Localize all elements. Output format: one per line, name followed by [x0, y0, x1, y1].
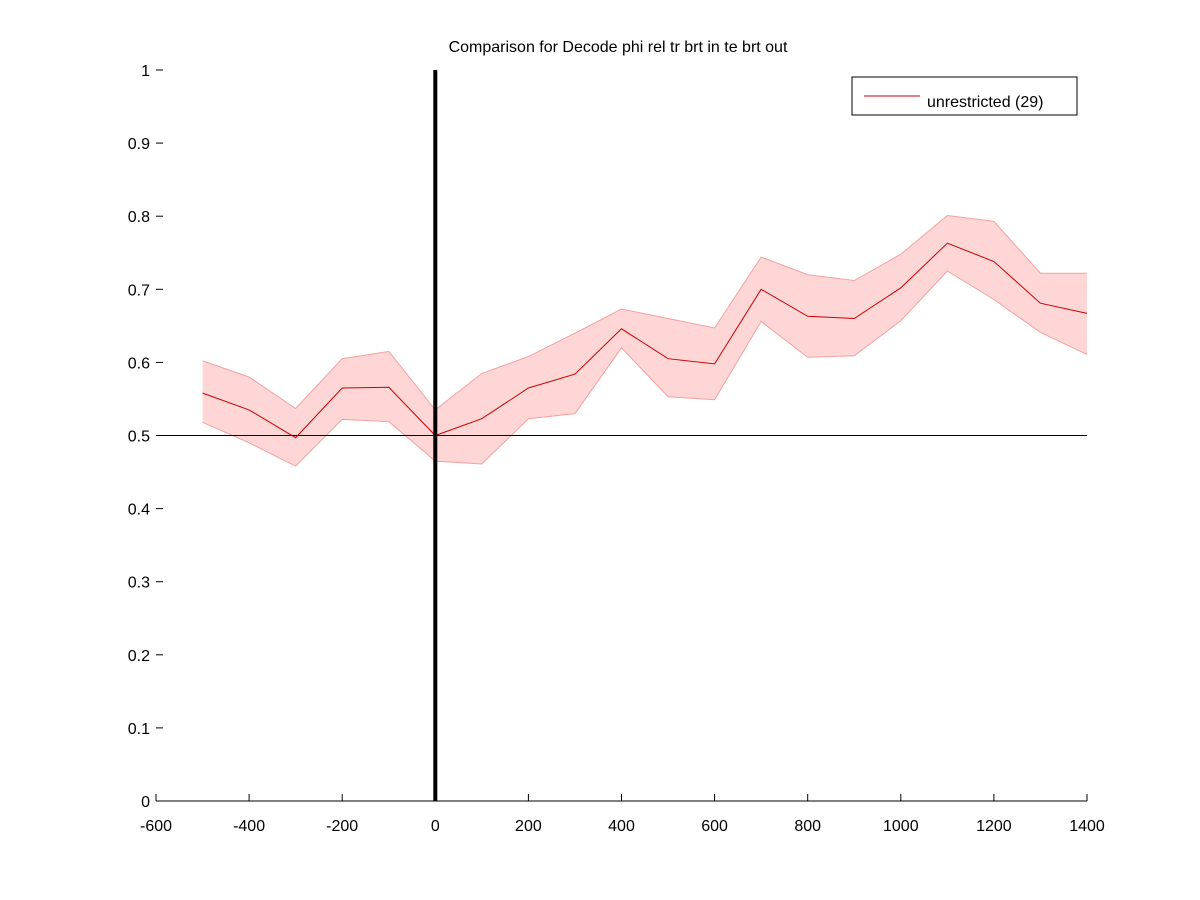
y-tick-label: 1: [141, 63, 150, 80]
series-0-lower-bound: [202, 270, 1088, 467]
x-tick-label: 1000: [883, 818, 919, 835]
series-0-line: [202, 242, 1088, 439]
x-tick-label: -200: [326, 818, 358, 835]
x-tick-label: 400: [608, 818, 635, 835]
y-tick-label: 0.2: [128, 648, 150, 665]
y-tick-label: 0.1: [128, 721, 150, 738]
plot-area: [156, 70, 1088, 801]
legend-label: unrestricted (29): [927, 94, 1044, 111]
x-tick-label: 800: [794, 818, 821, 835]
y-tick-label: 0.6: [128, 355, 150, 372]
x-tick-label: 0: [431, 818, 440, 835]
series-0-band: [202, 215, 1088, 467]
chart-title: Comparison for Decode phi rel tr brt in …: [449, 39, 788, 56]
y-tick-label: 0: [141, 794, 150, 811]
x-tick-label: 200: [515, 818, 542, 835]
legend: unrestricted (29): [851, 76, 1078, 116]
series-0-upper-bound: [202, 214, 1087, 411]
y-tick-label: 0.8: [128, 209, 150, 226]
x-tick-label: 1400: [1069, 818, 1105, 835]
x-tick-label: -400: [233, 818, 265, 835]
y-tick-label: 0.7: [128, 282, 150, 299]
axes: -600 -400 -200 0 200 400 600 800 1000 1200 1400 0 0.…: [128, 63, 1105, 835]
x-tick-label: 600: [701, 818, 728, 835]
x-tick-label: 1200: [976, 818, 1012, 835]
x-tick-label: -600: [140, 818, 172, 835]
y-tick-label: 0.3: [128, 575, 150, 592]
y-tick-label: 0.9: [128, 136, 150, 153]
y-tick-label: 0.5: [128, 429, 150, 446]
y-tick-label: 0.4: [128, 502, 150, 519]
